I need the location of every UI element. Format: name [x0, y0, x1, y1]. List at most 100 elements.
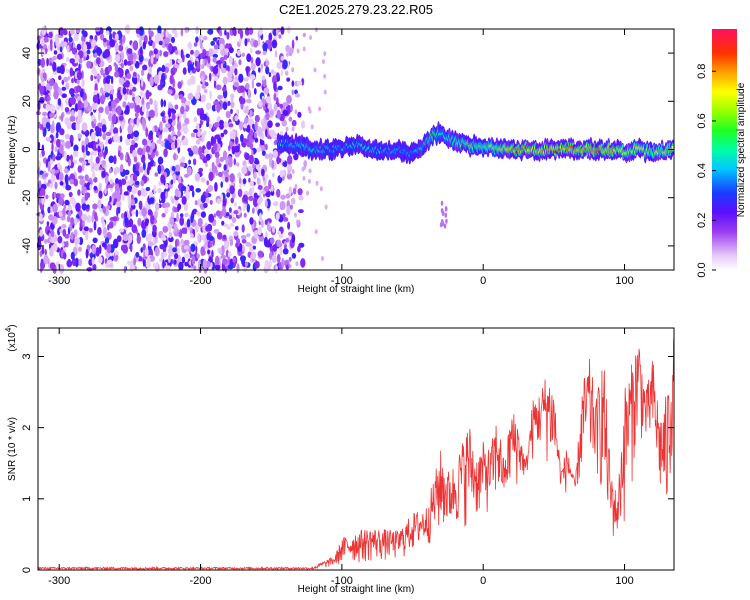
noise-cell [106, 259, 112, 265]
noise-cell [195, 223, 199, 233]
noise-cell [242, 194, 248, 203]
noise-cell [171, 36, 175, 44]
noise-cell [132, 163, 136, 174]
noise-cell [114, 71, 120, 78]
noise-cell [112, 182, 115, 187]
noise-cell [152, 57, 157, 65]
noise-cell [267, 39, 272, 50]
noise-cell [70, 251, 75, 260]
noise-cell [309, 35, 312, 41]
noise-cell [167, 254, 171, 264]
noise-cell [113, 133, 119, 143]
noise-cell [218, 37, 225, 47]
noise-cell [281, 119, 288, 127]
noise-cell [98, 182, 102, 192]
noise-cell [139, 45, 143, 55]
noise-cell [306, 190, 309, 196]
noise-cell [256, 177, 260, 185]
noise-cell [74, 217, 78, 226]
noise-cell [184, 173, 189, 178]
noise-cell [81, 197, 86, 205]
noise-cell [142, 64, 148, 71]
noise-cell [192, 145, 199, 155]
noise-cell [99, 208, 104, 213]
noise-cell [218, 119, 225, 130]
noise-cell [279, 169, 284, 178]
noise-cell [59, 181, 64, 186]
noise-cell [201, 84, 207, 89]
noise-cell [276, 109, 281, 119]
noise-cell [241, 224, 245, 233]
noise-cell [171, 197, 175, 204]
noise-cell [157, 25, 162, 35]
noise-cell [213, 75, 219, 82]
noise-cell [92, 203, 98, 210]
noise-cell [91, 66, 97, 75]
noise-cell [185, 185, 190, 191]
snr-y-multiplier-exp: 4 [4, 327, 13, 332]
noise-cell [219, 156, 224, 163]
noise-cell [229, 173, 235, 183]
x-tick-label: -300 [48, 575, 70, 587]
noise-cell [79, 225, 83, 232]
noise-cell [104, 187, 107, 195]
noise-cell [187, 226, 192, 231]
noise-cell [204, 148, 209, 154]
noise-cell [253, 171, 257, 180]
noise-cell [142, 138, 148, 146]
noise-cell [153, 218, 157, 224]
noise-cell [145, 145, 151, 153]
noise-cell [240, 133, 244, 143]
noise-cell [290, 197, 296, 205]
noise-cell [260, 63, 264, 69]
snr-background [38, 328, 674, 570]
noise-cell [268, 179, 272, 190]
noise-cell [199, 52, 205, 59]
noise-cell [58, 90, 63, 96]
noise-cell [164, 207, 169, 214]
noise-cell [174, 164, 181, 172]
noise-cell [238, 59, 242, 66]
noise-cell [184, 26, 189, 34]
noise-cell [80, 218, 83, 228]
noise-cell [129, 89, 133, 96]
noise-cell [269, 237, 275, 245]
noise-cell [149, 30, 154, 37]
noise-cell [65, 240, 69, 248]
noise-cell [172, 173, 176, 184]
noise-cell [213, 44, 219, 50]
noise-cell [92, 263, 97, 271]
noise-cell [258, 196, 263, 204]
noise-cell [140, 247, 143, 253]
noise-cell [60, 27, 64, 37]
noise-cell [133, 78, 138, 85]
noise-cell [229, 130, 236, 140]
noise-cell [276, 253, 281, 264]
noise-cell [66, 259, 73, 268]
noise-cell [93, 220, 97, 231]
y-tick-label: 2 [21, 425, 33, 431]
noise-cell [233, 231, 239, 237]
noise-cell [45, 194, 49, 200]
noise-cell [115, 183, 120, 193]
noise-cell [150, 54, 154, 65]
noise-cell [213, 79, 217, 89]
noise-cell [59, 46, 63, 53]
noise-cell [73, 178, 79, 187]
noise-cell [240, 234, 247, 240]
noise-cell [230, 197, 234, 204]
noise-cell [288, 186, 292, 196]
noise-cell [215, 156, 220, 165]
noise-cell [270, 185, 274, 192]
x-tick-label: 0 [480, 275, 486, 287]
noise-cell [123, 191, 129, 196]
noise-cell [61, 242, 65, 247]
noise-cell [209, 241, 213, 248]
noise-cell [268, 157, 273, 168]
noise-cell [104, 164, 107, 171]
noise-cell [90, 74, 94, 82]
noise-cell [123, 59, 128, 66]
noise-cell [314, 27, 318, 33]
noise-cell [175, 170, 181, 176]
noise-cell [40, 187, 46, 198]
